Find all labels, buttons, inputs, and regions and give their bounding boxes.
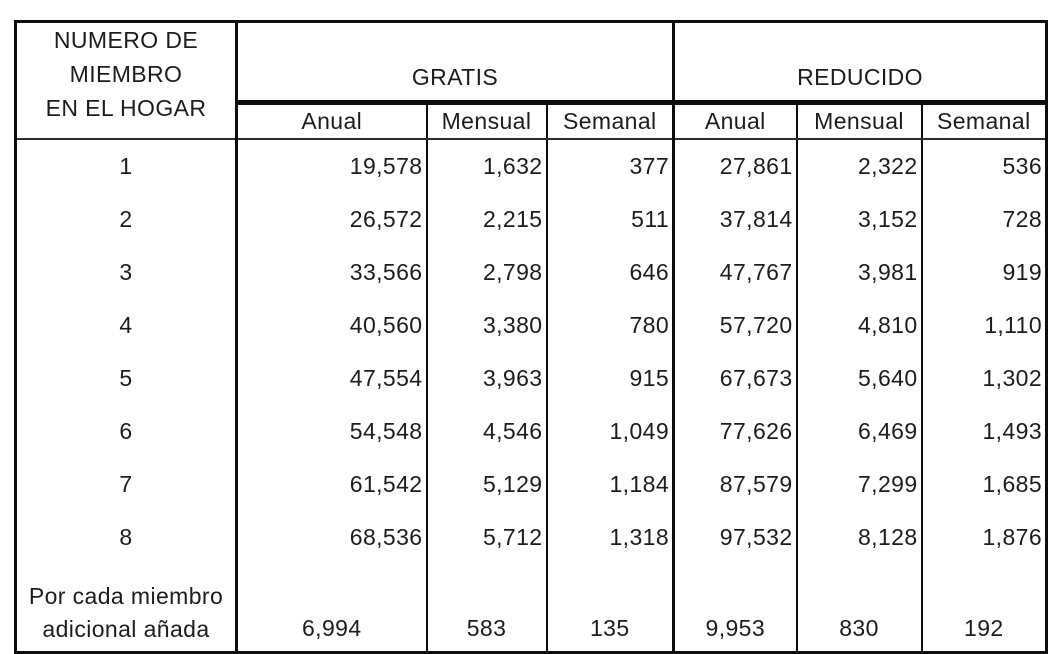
income-value-cell: 830: [796, 564, 923, 653]
income-value-cell: 19,578: [236, 139, 428, 193]
reduced-annual-header: Anual: [673, 102, 798, 140]
income-value-cell: 4,810: [796, 299, 923, 352]
income-value-cell: 47,767: [673, 246, 798, 299]
income-value-cell: 47,554: [236, 352, 428, 405]
income-eligibility-table: NUMERO DE MIEMBRO EN EL HOGAR GRATIS RED…: [14, 20, 1049, 654]
household-size-cell: 8: [15, 511, 238, 564]
household-size-header-line2: MIEMBRO: [69, 61, 183, 87]
income-value-cell: 536: [1002, 153, 1043, 179]
income-value-cell: 40,560: [236, 299, 428, 352]
table-row: 3 33,566 2,798 646 47,767 3,981 919: [15, 246, 1047, 299]
income-value-cell: 1,184: [546, 458, 676, 511]
income-value-cell: 915: [546, 352, 676, 405]
income-value-cell: 9,953: [673, 564, 798, 653]
income-value-cell: 67,673: [673, 352, 798, 405]
income-value-cell: 6,994: [236, 564, 428, 653]
income-value-cell: 3,981: [796, 246, 923, 299]
reduced-weekly-header: Semanal: [921, 102, 1047, 140]
group-header-row: NUMERO DE MIEMBRO EN EL HOGAR GRATIS RED…: [15, 21, 1047, 140]
income-value-cell: 8,128: [796, 511, 923, 564]
income-value-cell: 135: [546, 564, 676, 653]
income-value-cell: 1,876: [982, 524, 1043, 550]
table-row: 6 54,548 4,546 1,049 77,626 6,469 1,493: [15, 405, 1047, 458]
income-value-cell: 1,685: [982, 471, 1043, 497]
income-value-cell: 54,548: [236, 405, 428, 458]
household-size-cell: 6: [15, 405, 238, 458]
income-value-cell: 377: [546, 139, 676, 193]
income-value-cell: 6,469: [796, 405, 923, 458]
income-value-cell: 3,380: [426, 299, 548, 352]
income-value-cell: 3,963: [426, 352, 548, 405]
reduced-group-header: REDUCIDO: [673, 21, 1047, 105]
table-row: 1 19,578 1,632 377 27,861 2,322 536: [15, 139, 1047, 193]
income-value-cell: 5,712: [426, 511, 548, 564]
additional-member-label: Por cada miembro adicional añada: [15, 564, 238, 653]
income-value-cell: 57,720: [673, 299, 798, 352]
income-value-cell: 77,626: [673, 405, 798, 458]
income-value-cell: 5,129: [426, 458, 548, 511]
income-value-cell: 33,566: [236, 246, 428, 299]
income-value-cell: 646: [546, 246, 676, 299]
household-size-cell: 1: [15, 139, 238, 193]
reduced-monthly-header: Mensual: [796, 102, 923, 140]
income-value-cell: 2,798: [426, 246, 548, 299]
income-value-cell: 26,572: [236, 193, 428, 246]
period-header-row: Anual Mensual Semanal Anual Mensual Sema…: [16, 102, 1047, 140]
household-size-cell: 3: [15, 246, 238, 299]
table-body: 1 19,578 1,632 377 27,861 2,322 536 2 26,572 2,21…: [15, 139, 1047, 564]
income-value-cell: 1,632: [426, 139, 548, 193]
income-value-cell: 192: [964, 615, 1004, 641]
household-size-cell: 5: [15, 352, 238, 405]
income-value-cell: 511: [546, 193, 676, 246]
table-row: 8 68,536 5,712 1,318 97,532 8,128 1,876: [15, 511, 1047, 564]
income-value-cell: 5,640: [796, 352, 923, 405]
income-value-cell: 1,493: [982, 418, 1043, 444]
household-size-header-line1: NUMERO DE: [53, 27, 199, 53]
table-row: 5 47,554 3,963 915 67,673 5,640 1,302: [15, 352, 1047, 405]
table-row: 7 61,542 5,129 1,184 87,579 7,299 1,685: [15, 458, 1047, 511]
income-value-cell: 27,861: [673, 139, 798, 193]
income-value-cell: 3,152: [796, 193, 923, 246]
household-size-header-line3: EN EL HOGAR: [45, 95, 207, 121]
additional-member-row: Por cada miembro adicional añada 6,994 5…: [15, 564, 1047, 653]
free-group-header: GRATIS: [236, 21, 676, 105]
household-size-header: NUMERO DE MIEMBRO EN EL HOGAR: [15, 21, 238, 140]
free-monthly-header: Mensual: [426, 102, 548, 140]
income-value-cell: 728: [1002, 206, 1043, 232]
table-row: 4 40,560 3,380 780 57,720 4,810 1,110: [15, 299, 1047, 352]
household-size-cell: 7: [15, 458, 238, 511]
income-value-cell: 4,546: [426, 405, 548, 458]
table-row: 2 26,572 2,215 511 37,814 3,152 728: [15, 193, 1047, 246]
income-value-cell: 1,049: [546, 405, 676, 458]
additional-member-label-line2: adicional añada: [42, 616, 210, 642]
income-value-cell: 919: [1002, 259, 1043, 285]
income-value-cell: 780: [546, 299, 676, 352]
household-size-cell: 4: [15, 299, 238, 352]
income-value-cell: 7,299: [796, 458, 923, 511]
income-eligibility-table-wrap: NUMERO DE MIEMBRO EN EL HOGAR GRATIS RED…: [14, 20, 1049, 654]
income-value-cell: 61,542: [236, 458, 428, 511]
income-value-cell: 2,322: [796, 139, 923, 193]
income-value-cell: 1,302: [982, 365, 1043, 391]
free-weekly-header: Semanal: [546, 102, 676, 140]
income-value-cell: 1,110: [984, 312, 1043, 338]
income-value-cell: 68,536: [236, 511, 428, 564]
income-value-cell: 583: [426, 564, 548, 653]
income-value-cell: 87,579: [673, 458, 798, 511]
additional-member-label-line1: Por cada miembro: [28, 583, 224, 609]
income-value-cell: 37,814: [673, 193, 798, 246]
household-size-cell: 2: [15, 193, 238, 246]
income-value-cell: 1,318: [546, 511, 676, 564]
income-value-cell: 2,215: [426, 193, 548, 246]
income-value-cell: 97,532: [673, 511, 798, 564]
free-annual-header: Anual: [236, 102, 428, 140]
